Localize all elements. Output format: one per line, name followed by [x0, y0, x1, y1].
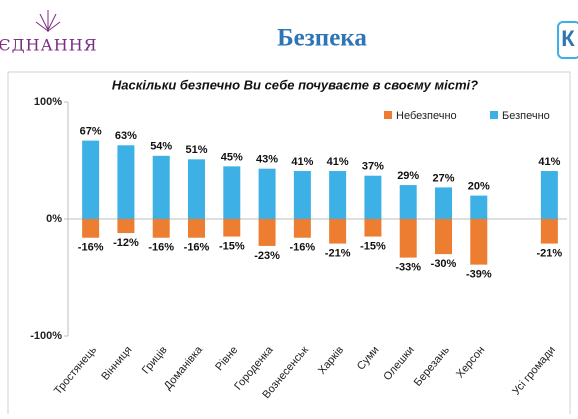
- value-label: -16%: [148, 242, 174, 254]
- bar: [470, 219, 488, 265]
- y-tick-label: 0%: [46, 213, 62, 225]
- bar: [399, 185, 417, 219]
- slide-title: Безпека: [277, 25, 367, 52]
- bar: [470, 195, 488, 219]
- value-label: -30%: [431, 258, 457, 270]
- value-label: -33%: [395, 262, 421, 274]
- value-label: -23%: [254, 250, 280, 262]
- legend-swatch: [384, 111, 392, 119]
- bar: [258, 168, 276, 219]
- value-label: -16%: [184, 242, 210, 254]
- bar: [152, 219, 170, 238]
- bar: [152, 155, 170, 219]
- bar: [188, 159, 205, 219]
- value-label: -21%: [537, 247, 563, 259]
- bar: [188, 219, 205, 238]
- bar: [399, 219, 417, 258]
- value-label: -15%: [219, 240, 245, 252]
- value-label: 27%: [432, 172, 454, 184]
- bar: [435, 219, 452, 255]
- legend-label: Небезпечно: [396, 110, 457, 122]
- bar: [223, 219, 241, 237]
- y-tick-label: 100%: [34, 96, 62, 108]
- value-label: 54%: [150, 141, 172, 153]
- bar: [329, 219, 347, 244]
- bar: [435, 187, 452, 219]
- value-label: 41%: [538, 156, 560, 168]
- bar: [540, 171, 558, 219]
- bar: [364, 175, 382, 219]
- value-label: -15%: [360, 240, 386, 252]
- value-label: 67%: [80, 126, 102, 138]
- bar: [258, 219, 276, 246]
- value-label: 37%: [362, 161, 384, 173]
- logo-icon: [35, 10, 61, 32]
- bar: [329, 171, 347, 219]
- bar: [117, 145, 135, 219]
- chart-frame: [7, 71, 571, 419]
- legend-swatch: [490, 111, 498, 119]
- legend-label: Безпечно: [502, 110, 550, 122]
- value-label: -21%: [325, 247, 351, 259]
- value-label: 45%: [221, 151, 243, 163]
- value-label: 41%: [291, 156, 313, 168]
- bar: [364, 219, 382, 237]
- bar: [82, 140, 100, 219]
- logo: ЄДНАННЯ: [0, 36, 98, 55]
- value-label: -39%: [466, 269, 492, 281]
- right-logo: К: [561, 26, 575, 51]
- bar: [223, 166, 241, 219]
- value-label: 63%: [115, 130, 137, 142]
- bar: [117, 219, 135, 234]
- bar: [293, 171, 311, 219]
- right-logo-box: [557, 21, 578, 59]
- bar: [293, 219, 311, 238]
- chart-title: Наскільки безпечно Ви себе почуваєте в с…: [112, 77, 478, 92]
- value-label: 51%: [185, 144, 207, 156]
- value-label: 41%: [327, 156, 349, 168]
- value-label: 29%: [397, 170, 419, 182]
- value-label: 20%: [468, 181, 490, 193]
- value-label: 43%: [256, 154, 278, 166]
- bar: [540, 219, 558, 244]
- bar: [82, 219, 100, 238]
- value-label: -12%: [113, 237, 139, 249]
- y-tick-label: -100%: [30, 330, 62, 342]
- value-label: -16%: [290, 242, 316, 254]
- value-label: -16%: [78, 242, 104, 254]
